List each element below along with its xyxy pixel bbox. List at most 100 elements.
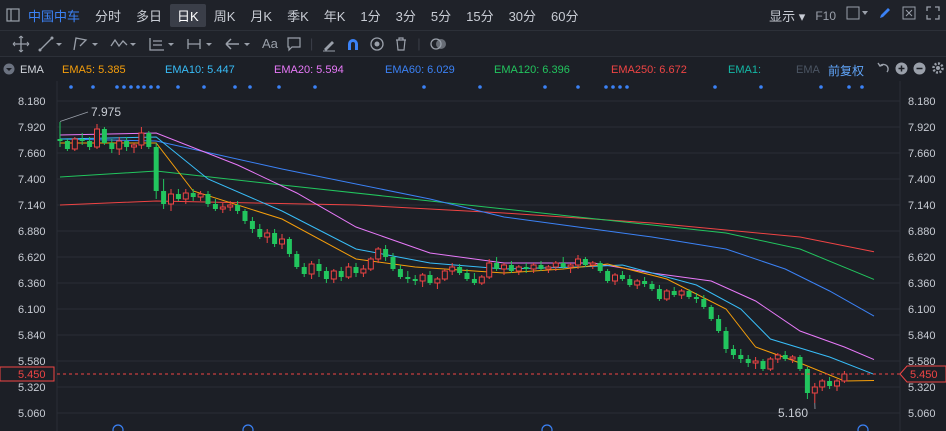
ema-value-label: EMA10: 5.447 (165, 64, 235, 76)
candle-body (486, 262, 493, 278)
candle-body (582, 259, 588, 265)
timeframe-tab[interactable]: 3分 (395, 8, 416, 24)
timeframe-tab[interactable]: 分时 (95, 8, 122, 24)
event-marker (136, 85, 140, 89)
collapse-indicator-icon[interactable] (3, 62, 15, 80)
range-tool-icon[interactable] (186, 36, 216, 52)
text-tool-icon[interactable]: Aa (262, 36, 278, 51)
crosshair-icon[interactable] (12, 35, 30, 53)
timeframe-tab[interactable]: 60分 (551, 8, 579, 24)
candle-body (57, 139, 63, 141)
undo-icon[interactable] (877, 62, 890, 80)
arrow-tool-icon[interactable] (224, 36, 254, 52)
y-tick-label-right: 6.620 (908, 252, 936, 264)
wave-tool-icon[interactable] (110, 36, 140, 52)
timeframe-tab[interactable]: 周K (213, 8, 236, 24)
candle-body (405, 277, 411, 279)
candle-body (249, 221, 255, 229)
candle-body (308, 263, 315, 275)
drawing-toolbar: Aa | | (0, 31, 946, 57)
layout-select-icon[interactable] (846, 6, 868, 25)
zoom-out-icon[interactable] (913, 62, 926, 80)
timeframe-tab[interactable]: 年K (323, 8, 346, 24)
visibility-icon[interactable] (369, 36, 385, 52)
y-tick-label-left: 6.880 (18, 226, 46, 238)
fullscreen-icon[interactable] (926, 6, 940, 25)
timeframe-toolbar: 中国中车 分时 多日 日K 周K 月K 季K 年K 1分 3分 5分 15分 30分 60分 显示 ▾ … (0, 0, 946, 31)
event-marker (543, 85, 547, 89)
divider: | (417, 36, 421, 51)
timeframe-tab[interactable]: 15分 (466, 8, 494, 24)
min-price-annotation: 5.160 (778, 406, 808, 420)
magnet-icon[interactable] (345, 36, 361, 52)
sidebar-toggle-icon[interactable] (4, 6, 22, 24)
ema120-line (59, 170, 875, 280)
y-tick-label-left: 7.920 (18, 122, 46, 134)
candle-body (272, 233, 278, 244)
ema-value-label: EMA (796, 64, 820, 76)
event-marker (604, 85, 608, 89)
event-marker (625, 85, 629, 89)
candle-body (656, 289, 662, 299)
candle-body (153, 147, 159, 191)
timeframe-tabs: 分时 多日 日K 周K 月K 季K 年K 1分 3分 5分 15分 30分 60分 (88, 3, 587, 27)
timeframe-tab[interactable]: 5分 (430, 8, 452, 24)
ema60-line (59, 138, 875, 317)
candle-body (716, 319, 722, 331)
candle-body (212, 204, 218, 209)
timeframe-tab[interactable]: 日K (170, 3, 206, 27)
candle-body (671, 291, 677, 295)
timeframe-tab[interactable]: 多日 (136, 8, 163, 24)
settings-gear-icon[interactable] (931, 61, 945, 80)
ema-value-label: EMA60: 6.029 (385, 64, 455, 76)
line-tool-icon[interactable] (38, 36, 64, 52)
timeframe-tab[interactable]: 1分 (360, 8, 381, 24)
candle-body (367, 258, 374, 270)
candle-body (723, 331, 729, 349)
event-marker (618, 85, 622, 89)
candle-body (190, 193, 196, 197)
zoom-in-icon[interactable] (895, 62, 908, 80)
candle-body (819, 380, 826, 388)
trash-icon[interactable] (393, 36, 409, 52)
candle-body (168, 193, 174, 205)
candle-body (804, 369, 810, 393)
event-marker (759, 85, 763, 89)
ema-value-label: EMA5: 5.385 (62, 64, 126, 76)
candle-body (175, 194, 181, 199)
expand-icon[interactable] (902, 6, 916, 25)
current-price-tag-left (0, 366, 55, 382)
y-tick-label-right: 7.400 (908, 174, 936, 186)
timeframe-tab[interactable]: 月K (250, 8, 273, 24)
candle-body (767, 358, 774, 370)
ema-value-label: EMA120: 6.396 (494, 64, 570, 76)
event-marker (313, 85, 317, 89)
adjust-mode-button[interactable]: 前复权 (828, 64, 865, 78)
candle-body (353, 267, 359, 273)
candle-body (138, 132, 145, 146)
candle-body (841, 373, 848, 382)
display-menu-button[interactable]: 显示 ▾ (769, 9, 806, 24)
fibonacci-tool-icon[interactable] (148, 36, 178, 52)
timeframe-tab[interactable]: 30分 (508, 8, 537, 24)
candle-body (605, 271, 611, 281)
comment-tool-icon[interactable] (286, 36, 302, 52)
kline-chart[interactable]: 8.180 8.180 7.920 7.920 7.660 7.660 7.400 7.400… (0, 81, 946, 431)
stock-name[interactable]: 中国中车 (28, 8, 81, 24)
candle-body (501, 264, 507, 270)
pen-icon[interactable] (878, 6, 892, 25)
eraser-icon[interactable] (321, 36, 337, 52)
timeframe-tab[interactable]: 季K (287, 8, 309, 24)
indicator-name[interactable]: EMA (20, 64, 44, 76)
candle-body (494, 263, 500, 269)
toggle-drawings-icon[interactable] (429, 36, 449, 52)
event-marker (847, 85, 851, 89)
candle-body (242, 211, 248, 221)
y-tick-label-left: 7.660 (18, 148, 46, 160)
f10-button[interactable]: F10 (815, 8, 836, 23)
polyline-tool-icon[interactable] (72, 36, 102, 52)
candle-body (390, 257, 396, 269)
candle-body (131, 144, 137, 148)
candle-body (782, 355, 788, 359)
candle-body (708, 307, 714, 319)
